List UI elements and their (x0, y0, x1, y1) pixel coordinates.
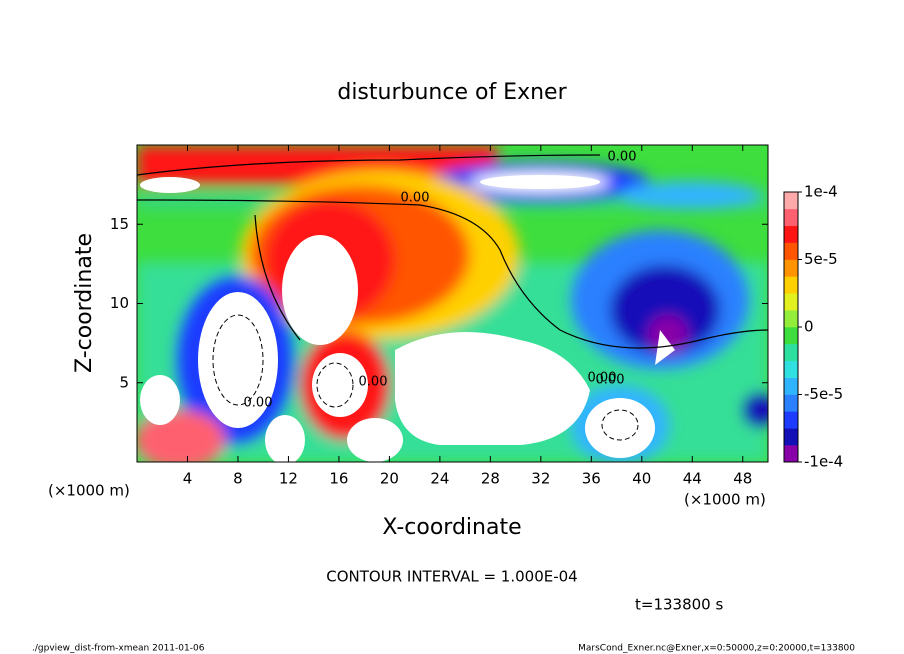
contour-label: 0.00 (608, 150, 637, 165)
y-axis-label: Z-coordinate (72, 233, 97, 373)
x-units: (×1000 m) (48, 482, 130, 500)
x-tick-label: 44 (683, 470, 702, 488)
contour-label: 0.00 (596, 373, 625, 388)
colorbar-cell (784, 293, 798, 311)
colorbar-cell (784, 445, 798, 463)
x-tick-label: 40 (632, 470, 651, 488)
x-tick-label: 48 (733, 470, 752, 488)
colorbar-cell (784, 225, 798, 243)
colorbar-cell (784, 428, 798, 446)
x-tick-label: 36 (582, 470, 601, 488)
y-tick-label: 15 (110, 215, 129, 233)
colorbar-label: -5e-5 (804, 385, 843, 403)
chart-title: disturbunce of Exner (337, 80, 567, 105)
x-tick-label: 4 (183, 470, 193, 488)
colorbar-cell (784, 343, 798, 362)
colorbar-label: 1e-4 (804, 183, 838, 201)
x-tick-label: 32 (531, 470, 550, 488)
colorbar-cell (784, 192, 798, 210)
colorbar-cell (784, 276, 798, 294)
x-tick-label: 24 (430, 470, 449, 488)
x-tick-label: 28 (481, 470, 500, 488)
colorbar-cell (784, 411, 798, 429)
colorbar-cell (784, 394, 798, 412)
annotation: CONTOUR INTERVAL = 1.000E-04 (326, 568, 577, 586)
y-tick-label: 10 (110, 294, 129, 312)
colorbar-cell (784, 259, 798, 277)
x-tick-label: 16 (329, 470, 348, 488)
y-tick-label: 5 (119, 373, 129, 391)
colorbar-label: 0 (804, 318, 814, 336)
x-tick-label: 8 (233, 470, 243, 488)
contour-label: 0.00 (588, 371, 617, 386)
colorbar-label: -1e-4 (804, 453, 843, 471)
colorbar-cell (784, 360, 798, 378)
colorbar-cell (784, 310, 798, 328)
colorbar-label: 5e-5 (804, 250, 838, 268)
x-axis-label: X-coordinate (382, 515, 521, 540)
colorbar-cell (784, 327, 798, 345)
field (137, 145, 768, 462)
time-label: t=133800 s (635, 596, 723, 614)
colorbar-cell (784, 377, 798, 395)
contour-label: 0.00 (401, 191, 430, 206)
footer-left: ./gpview_dist-from-xmean 2011-01-06 (32, 644, 205, 654)
colorbar-cell (784, 242, 798, 260)
x-units: (×1000 m) (684, 491, 766, 509)
footer-right: MarsCond_Exner.nc@Exner,x=0:50000,z=0:20… (578, 644, 855, 654)
colorbar-cell (784, 208, 798, 227)
x-tick-label: 20 (380, 470, 399, 488)
x-tick-label: 12 (279, 470, 298, 488)
contour-label: 0.00 (244, 396, 273, 411)
contour-label: 0.00 (359, 375, 388, 390)
